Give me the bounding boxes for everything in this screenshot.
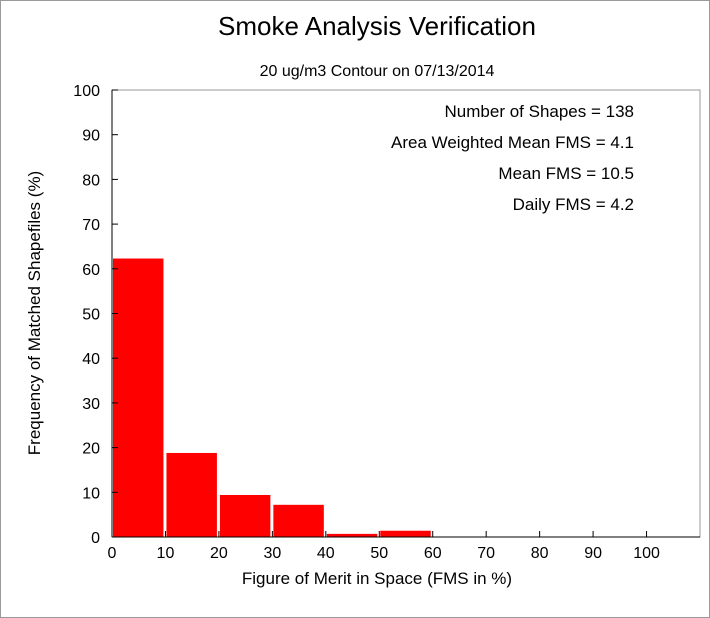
x-axis: 0 10 20 30 40 50 60 70 80 90 100 — [108, 531, 660, 562]
bar-3 — [273, 504, 324, 537]
x-tick-label: 60 — [424, 545, 442, 562]
x-tick-label: 0 — [108, 545, 117, 562]
stat-line: Daily FMS = 4.2 — [513, 195, 634, 214]
x-tick-label: 50 — [370, 545, 388, 562]
bar-5 — [380, 530, 431, 537]
stat-line: Number of Shapes = 138 — [445, 102, 634, 121]
x-tick-label: 70 — [477, 545, 495, 562]
x-tick-label: 10 — [157, 545, 175, 562]
chart-title: Smoke Analysis Verification — [218, 11, 536, 41]
x-tick-label: 100 — [633, 545, 660, 562]
x-axis-label: Figure of Merit in Space (FMS in %) — [242, 569, 512, 588]
stat-line: Mean FMS = 10.5 — [498, 164, 634, 183]
bar-2 — [219, 494, 271, 537]
y-tick-label: 80 — [82, 172, 100, 189]
x-tick-label: 20 — [210, 545, 228, 562]
x-tick-label: 80 — [531, 545, 549, 562]
stat-line: Area Weighted Mean FMS = 4.1 — [391, 133, 634, 152]
x-tick-label: 30 — [263, 545, 281, 562]
y-tick-label: 100 — [73, 83, 100, 100]
stats-annotations: Number of Shapes = 138 Area Weighted Mean… — [391, 102, 634, 214]
y-tick-label: 10 — [82, 485, 100, 502]
y-tick-label: 30 — [82, 396, 100, 413]
y-tick-label: 70 — [82, 217, 100, 234]
y-tick-label: 50 — [82, 307, 100, 324]
bar-0 — [113, 258, 164, 537]
y-tick-label: 0 — [91, 530, 100, 547]
y-axis: 0 10 20 30 40 50 60 70 80 90 100 — [73, 83, 118, 547]
x-tick-label: 90 — [584, 545, 602, 562]
chart-subtitle: 20 ug/m3 Contour on 07/13/2014 — [260, 63, 495, 80]
y-axis-label: Frequency of Matched Shapefiles (%) — [25, 171, 44, 455]
bars — [113, 258, 431, 537]
bar-1 — [166, 452, 217, 537]
y-tick-label: 90 — [82, 128, 100, 145]
y-tick-label: 40 — [82, 351, 100, 368]
bar-4 — [326, 533, 378, 537]
x-tick-label: 40 — [317, 545, 335, 562]
y-tick-label: 20 — [82, 441, 100, 458]
y-tick-label: 60 — [82, 262, 100, 279]
